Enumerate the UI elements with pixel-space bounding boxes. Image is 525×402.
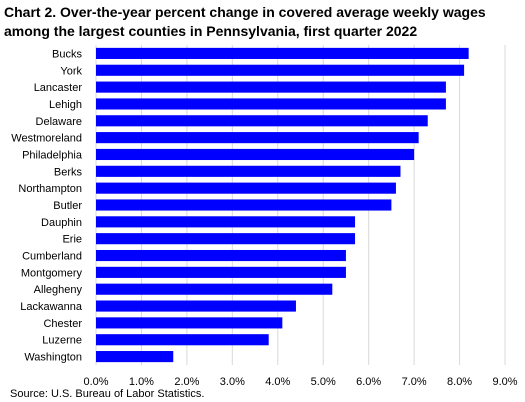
- category-label: Bucks: [52, 48, 82, 60]
- category-labels: Bucks York Lancaster Lehigh Delaware Westmore…: [11, 48, 83, 363]
- bar-bucks: [96, 47, 469, 59]
- bar-westmoreland: [96, 132, 419, 144]
- x-tick-label: 4.0%: [265, 376, 290, 386]
- bar-northampton: [96, 182, 396, 194]
- x-tick-label: 8.0%: [447, 376, 472, 386]
- bar-washington: [96, 351, 174, 363]
- category-label: Allegheny: [34, 284, 83, 296]
- source-note: Source: U.S. Bureau of Labor Statistics.: [10, 388, 205, 400]
- category-label: Washington: [24, 352, 82, 364]
- category-label: Northampton: [18, 183, 82, 195]
- category-label: Dauphin: [41, 217, 82, 229]
- bars: [96, 47, 469, 363]
- category-label: Montgomery: [21, 267, 83, 279]
- bar-chart: Bucks York Lancaster Lehigh Delaware Westmore…: [11, 45, 518, 386]
- category-label: Berks: [54, 166, 83, 178]
- bar-luzerne: [96, 334, 269, 346]
- bar-york: [96, 64, 465, 76]
- x-tick-label: 6.0%: [356, 376, 381, 386]
- bar-lancaster: [96, 81, 446, 93]
- x-tick-label: 1.0%: [129, 376, 154, 386]
- bar-philadelphia: [96, 148, 415, 161]
- x-tick-label: 5.0%: [311, 376, 336, 386]
- category-label: Chester: [43, 318, 82, 330]
- bar-butler: [96, 199, 392, 211]
- category-label: Erie: [62, 234, 82, 246]
- category-label: Philadelphia: [22, 149, 83, 161]
- bar-cumberland: [96, 249, 346, 262]
- bar-delaware: [96, 115, 428, 127]
- bar-erie: [96, 233, 356, 245]
- chart-title: Chart 2. Over-the-year percent change in…: [4, 4, 486, 39]
- category-label: Lancaster: [34, 82, 83, 94]
- category-label: Butler: [53, 200, 82, 212]
- bar-lackawanna: [96, 300, 296, 312]
- category-label: Cumberland: [22, 251, 82, 263]
- bar-montgomery: [96, 266, 346, 278]
- x-tick-label: 9.0%: [492, 376, 517, 386]
- x-axis-ticks: 0.0% 1.0% 2.0% 3.0% 4.0% 5.0% 6.0% 7.0% 8.0% 9.0%: [83, 376, 517, 386]
- bar-berks: [96, 165, 401, 177]
- x-tick-label: 2.0%: [174, 376, 199, 386]
- category-label: Luzerne: [42, 335, 82, 347]
- bar-dauphin: [96, 216, 356, 228]
- bar-lehigh: [96, 98, 446, 110]
- category-label: Delaware: [36, 116, 82, 128]
- category-label: Lackawanna: [20, 301, 83, 313]
- x-tick-label: 7.0%: [402, 376, 427, 386]
- category-label: York: [60, 65, 82, 77]
- bar-allegheny: [96, 283, 333, 295]
- x-tick-label: 0.0%: [83, 376, 108, 386]
- category-label: Lehigh: [49, 99, 82, 111]
- category-label: Westmoreland: [11, 133, 82, 145]
- bar-chester: [96, 317, 283, 329]
- x-tick-label: 3.0%: [220, 376, 245, 386]
